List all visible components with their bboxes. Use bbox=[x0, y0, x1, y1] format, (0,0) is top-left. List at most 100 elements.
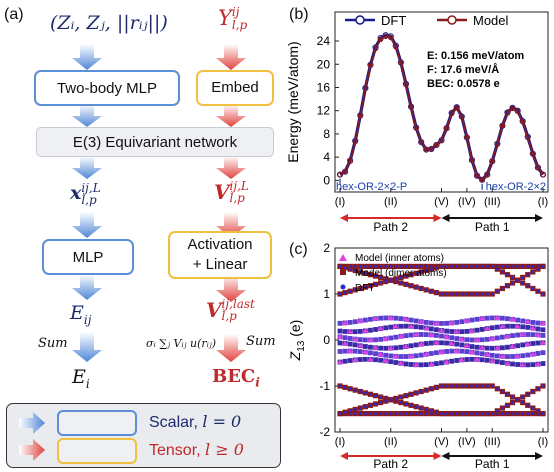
marker-dimer bbox=[403, 354, 409, 359]
marker-inner bbox=[352, 336, 359, 342]
marker-dimer bbox=[479, 327, 485, 332]
marker-dimer bbox=[510, 323, 515, 329]
marker-dimer bbox=[413, 342, 419, 348]
marker-inner bbox=[489, 357, 496, 363]
legend-tensor-label: Tensor, l ≥ 0 bbox=[149, 440, 244, 459]
structure-label: hex-OR-2×2 bbox=[486, 181, 546, 193]
data-point-model bbox=[347, 158, 353, 164]
marker-dft bbox=[363, 391, 367, 395]
marker-dft bbox=[384, 412, 388, 415]
legend-scalar-swatch bbox=[57, 410, 137, 436]
marker-inner bbox=[499, 323, 506, 329]
marker-inner bbox=[382, 357, 389, 363]
legend-marker-triangle bbox=[339, 254, 347, 261]
y-axis-label-sub: 13 bbox=[296, 340, 307, 352]
marker-dft bbox=[526, 265, 530, 268]
marker-dft bbox=[409, 273, 413, 277]
marker-inner bbox=[387, 345, 394, 351]
marker-inner bbox=[484, 325, 491, 331]
marker-dimer bbox=[413, 318, 419, 324]
arrow-down-icon bbox=[72, 274, 102, 300]
marker-dft bbox=[399, 395, 403, 399]
marker-dimer bbox=[454, 341, 460, 347]
sum-formula: σᵢ ∑ⱼ Vᵢⱼ u(rᵢⱼ) bbox=[146, 337, 217, 350]
marker-dimer bbox=[489, 345, 495, 351]
marker-dft bbox=[394, 412, 398, 415]
marker-dimer bbox=[393, 360, 399, 365]
marker-dimer bbox=[428, 320, 434, 326]
marker-dft bbox=[490, 265, 494, 268]
marker-inner bbox=[382, 335, 389, 341]
marker-dft bbox=[506, 392, 509, 396]
feature-x-sub: l,p bbox=[81, 193, 97, 207]
legend-label-dft: DFT bbox=[355, 283, 374, 294]
marker-dimer bbox=[398, 354, 404, 359]
marker-dimer bbox=[388, 335, 394, 341]
marker-dimer bbox=[479, 357, 485, 363]
marker-inner bbox=[514, 353, 521, 359]
marker-dimer bbox=[362, 344, 368, 349]
marker-dimer bbox=[373, 357, 378, 363]
marker-dimer bbox=[362, 337, 368, 343]
marker-dimer bbox=[494, 335, 500, 341]
marker-dimer bbox=[434, 350, 439, 356]
marker-dimer bbox=[449, 348, 455, 354]
marker-dimer bbox=[403, 323, 409, 329]
marker-dft bbox=[429, 387, 433, 391]
data-point-model bbox=[454, 105, 460, 111]
marker-dimer bbox=[525, 362, 531, 368]
arrow-down-icon bbox=[216, 334, 246, 362]
marker-dft bbox=[475, 292, 479, 296]
marker-dimer bbox=[454, 358, 460, 363]
marker-dimer bbox=[515, 317, 521, 323]
output-v-last-sup: ij,last bbox=[221, 297, 255, 311]
marker-dft bbox=[369, 273, 372, 277]
marker-dft bbox=[501, 270, 504, 274]
marker-dimer bbox=[428, 326, 434, 332]
marker-inner bbox=[372, 344, 379, 350]
marker-dft bbox=[506, 273, 509, 277]
marker-inner bbox=[408, 323, 415, 329]
y-tick-label: 16 bbox=[317, 80, 331, 94]
marker-dimer bbox=[530, 320, 536, 325]
data-point-model bbox=[428, 146, 435, 152]
marker-dft bbox=[440, 265, 443, 268]
marker-dft bbox=[419, 406, 423, 410]
marker-inner bbox=[468, 349, 475, 355]
marker-inner bbox=[397, 333, 404, 339]
marker-dimer bbox=[515, 343, 521, 349]
marker-dft bbox=[455, 412, 459, 415]
panel-a-legend: Scalar, l = 0 Tensor, l ≥ 0 bbox=[6, 403, 281, 468]
marker-dimer bbox=[469, 337, 475, 343]
input-right-sub: l,p bbox=[231, 18, 248, 32]
path1-label: Path 1 bbox=[475, 220, 510, 234]
marker-inner bbox=[479, 315, 486, 321]
marker-dimer bbox=[484, 315, 490, 321]
two-body-mlp-box: Two-body MLP bbox=[34, 70, 180, 106]
marker-dft bbox=[521, 395, 525, 399]
marker-inner bbox=[418, 318, 425, 324]
marker-dimer bbox=[393, 315, 399, 321]
y-axis-label-main: Z bbox=[287, 351, 303, 361]
marker-dimer bbox=[464, 328, 470, 334]
marker-dft bbox=[374, 282, 377, 286]
marker-dimer bbox=[444, 340, 449, 346]
linear-label: + Linear bbox=[192, 256, 248, 273]
annotation-force-error: F: 17.6 meV/Å bbox=[427, 63, 499, 76]
marker-dft bbox=[348, 387, 352, 391]
marker-inner bbox=[342, 319, 349, 325]
marker-inner bbox=[514, 323, 521, 329]
arrow-down-icon bbox=[72, 44, 102, 70]
marker-dimer bbox=[540, 327, 546, 333]
legend-label-inner: Model (inner atoms) bbox=[355, 253, 444, 264]
marker-dft bbox=[440, 292, 443, 296]
legend-label-dimer: Model (dimer atoms) bbox=[355, 268, 447, 279]
marker-dft bbox=[353, 288, 357, 292]
x-tick-label: (II) bbox=[384, 436, 397, 448]
marker-dft bbox=[470, 292, 474, 296]
marker-dft bbox=[511, 265, 514, 268]
equivariant-network-box: E(3) Equivariant network bbox=[36, 127, 274, 157]
marker-inner bbox=[499, 353, 506, 359]
y-tick-label: 8 bbox=[323, 127, 330, 141]
marker-dimer bbox=[398, 323, 404, 329]
